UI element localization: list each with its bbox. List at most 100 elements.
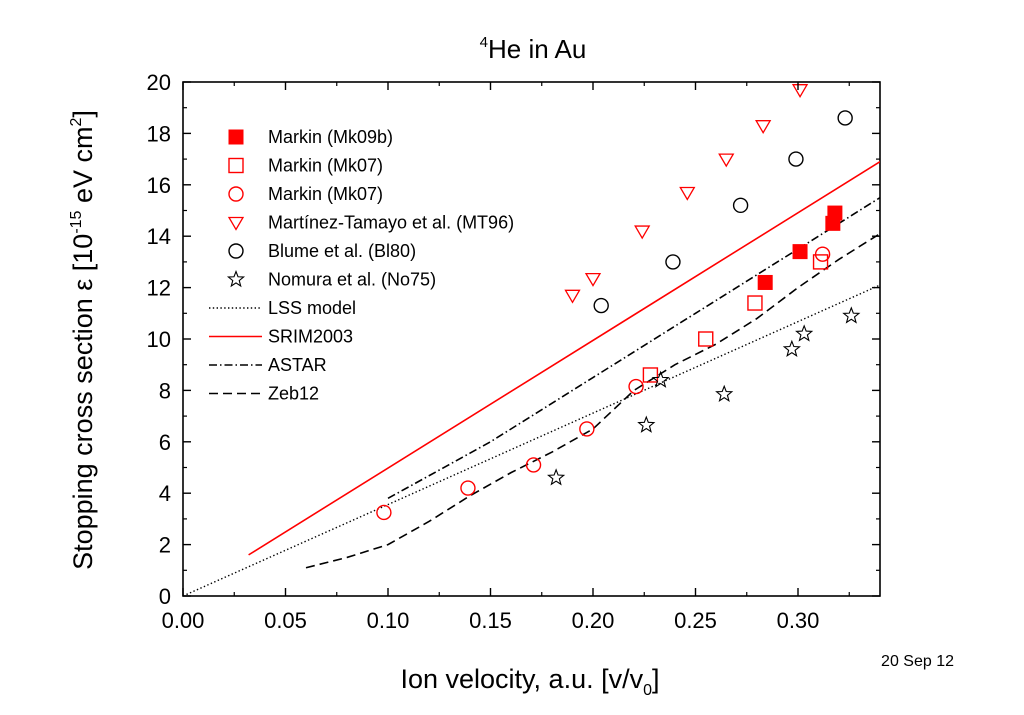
x-tick-label: 0.10 [367, 608, 410, 633]
data-point [791, 84, 809, 99]
legend-label: Martínez-Tamayo et al. (MT96) [268, 213, 514, 233]
x-tick-label: 0.00 [162, 608, 205, 633]
x-axis-label: Ion velocity, a.u. [v/v0] [400, 664, 659, 699]
legend-label: Markin (Mk09b) [268, 127, 393, 147]
legend-marker [228, 243, 244, 259]
data-point [757, 274, 773, 290]
legend: Markin (Mk09b) Markin (Mk07) Markin (Mk07)… [209, 127, 514, 404]
data-point [584, 272, 602, 287]
data-point [634, 225, 651, 240]
legend-entry: ASTAR [209, 355, 327, 375]
y-tick-label: 20 [147, 70, 171, 95]
series-points-3 [564, 84, 809, 304]
x-axis-label-end: ] [652, 664, 660, 694]
y-tick-label: 2 [159, 533, 171, 558]
title-text: He in Au [488, 34, 586, 64]
legend-label: Markin (Mk07) [268, 156, 383, 176]
series-points-4 [593, 110, 853, 314]
data-points [376, 84, 861, 521]
date-stamp: 20 Sep 12 [881, 653, 954, 670]
y-tick-label: 18 [147, 121, 171, 146]
y-tick-label: 6 [159, 430, 171, 455]
axes: 0.00 0.05 0.10 0.15 0.20 0.25 0.30 0 2 4 6 8 10 12 14 1… [147, 70, 880, 633]
data-point [376, 504, 392, 521]
title-superscript: 4 [480, 34, 488, 51]
data-point [698, 331, 714, 347]
data-point [732, 197, 749, 214]
data-point [792, 244, 808, 260]
data-point [637, 415, 656, 433]
legend-marker [226, 269, 246, 288]
data-point [837, 110, 853, 126]
legend-entry: Nomura et al. (No75) [226, 269, 436, 290]
chart-title: 4He in Au [480, 34, 587, 64]
series-points-1 [642, 254, 829, 383]
y-tick-label: 14 [147, 224, 171, 249]
y-axis-label-pre: Stopping cross section ε [10 [68, 234, 98, 570]
series-points-0 [757, 205, 843, 290]
x-tick-label: 0.15 [469, 608, 512, 633]
data-point [547, 468, 566, 486]
data-point [593, 297, 609, 314]
legend-label: Blume et al. (Bl80) [268, 241, 416, 261]
legend-entry: Markin (Mk07) [228, 156, 383, 176]
data-point [788, 151, 804, 167]
y-axis-label-sup1: -15 [68, 210, 85, 233]
legend-marker [228, 186, 244, 202]
x-tick-label: 0.20 [572, 608, 615, 633]
legend-marker [228, 157, 244, 174]
y-tick-label: 16 [147, 173, 171, 198]
series-line-srim2003 [248, 160, 880, 556]
legend-entry: SRIM2003 [209, 327, 353, 347]
x-axis-label-sub: 0 [643, 682, 652, 699]
legend-label: ASTAR [268, 355, 327, 375]
x-tick-label: 0.05 [264, 608, 307, 633]
legend-label: Nomura et al. (No75) [268, 270, 436, 290]
data-point [747, 295, 763, 311]
y-axis-label: Stopping cross section ε [10-15 eV cm2] [68, 110, 98, 570]
data-point [795, 324, 814, 342]
data-point [812, 254, 829, 270]
legend-label: LSS model [268, 298, 356, 318]
data-point [782, 339, 801, 358]
series-line-astar [387, 196, 880, 500]
data-point [628, 378, 644, 395]
data-point [525, 457, 542, 473]
legend-entry: Markin (Mk09b) [228, 127, 393, 147]
data-point [679, 186, 696, 201]
data-point [651, 370, 670, 388]
y-tick-label: 10 [147, 327, 171, 352]
legend-label: SRIM2003 [268, 327, 353, 347]
data-point [460, 480, 476, 496]
legend-entry: LSS model [209, 298, 356, 318]
legend-marker [227, 216, 245, 231]
series-points-5 [547, 306, 861, 486]
x-axis-label-text: Ion velocity, a.u. [v/v [400, 664, 643, 694]
legend-entry: Martínez-Tamayo et al. (MT96) [227, 213, 514, 233]
data-point [665, 254, 681, 270]
data-point [579, 421, 595, 437]
data-point [718, 153, 735, 168]
y-axis-label-mid: eV cm [68, 127, 98, 211]
model-curves [183, 160, 880, 596]
series-points-2 [376, 246, 831, 521]
legend-entry: Markin (Mk07) [228, 184, 383, 204]
data-point [827, 205, 843, 221]
data-point [564, 289, 581, 304]
data-point [642, 367, 659, 383]
y-axis-label-end: ] [68, 110, 98, 118]
series-line-zeb12 [305, 232, 880, 569]
data-point [814, 246, 831, 262]
y-tick-label: 0 [159, 584, 171, 609]
data-point [755, 120, 772, 134]
y-axis-label-sup2: 2 [68, 118, 85, 127]
x-tick-label: 0.30 [777, 608, 820, 633]
legend-label: Zeb12 [268, 384, 319, 404]
x-tick-label: 0.25 [674, 608, 717, 633]
legend-entry: Blume et al. (Bl80) [228, 241, 416, 261]
legend-label: Markin (Mk07) [268, 184, 383, 204]
y-tick-label: 4 [159, 481, 171, 506]
legend-marker [228, 129, 244, 145]
data-point [842, 306, 861, 324]
